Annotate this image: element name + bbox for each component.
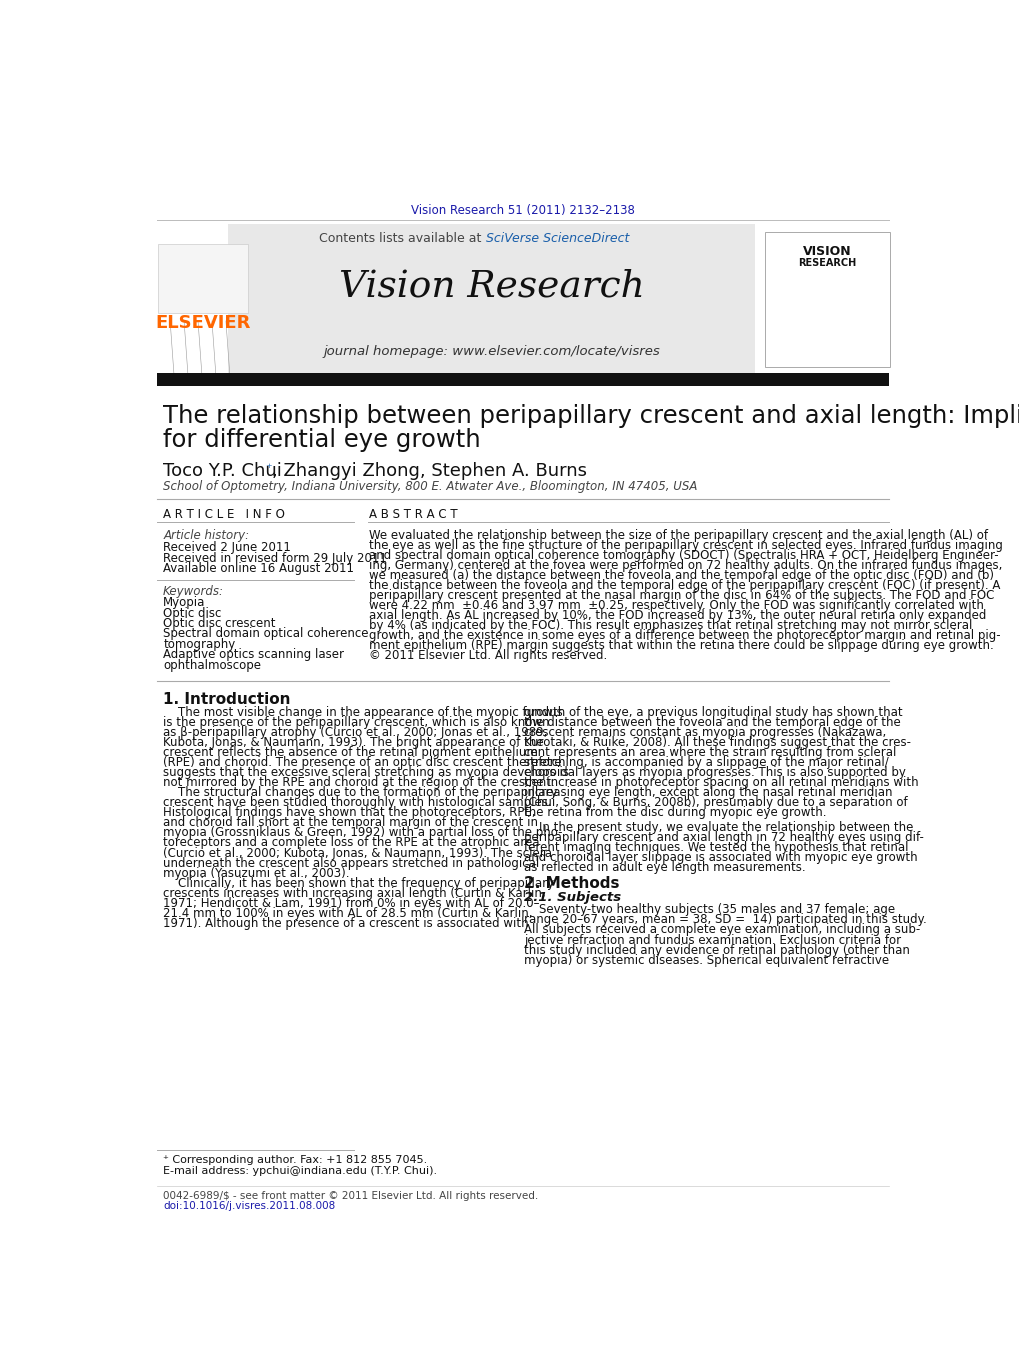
Text: the distance between the foveola and the temporal edge of the peripapillary cres: the distance between the foveola and the… [369,579,1000,593]
Text: Kubota, Jonas, & Naumann, 1993). The bright appearance of the: Kubota, Jonas, & Naumann, 1993). The bri… [163,737,543,749]
Text: myopia (Yasuzumi et al., 2003).: myopia (Yasuzumi et al., 2003). [163,867,350,879]
Text: 21.4 mm to 100% in eyes with AL of 28.5 mm (Curtin & Karlin,: 21.4 mm to 100% in eyes with AL of 28.5 … [163,906,532,920]
Text: 2.1. Subjects: 2.1. Subjects [524,892,621,904]
Text: , Zhangyi Zhong, Stephen A. Burns: , Zhangyi Zhong, Stephen A. Burns [271,462,586,480]
Text: 1. Introduction: 1. Introduction [163,692,290,707]
Bar [157,372,888,386]
Text: toreceptors and a complete loss of the RPE at the atrophic area: toreceptors and a complete loss of the R… [163,837,539,849]
Text: Optic disc crescent: Optic disc crescent [163,617,275,631]
Bar [764,232,890,367]
Text: We evaluated the relationship between the size of the peripapillary crescent and: We evaluated the relationship between th… [369,529,987,542]
Text: (RPE) and choroid. The presence of an optic disc crescent therefore: (RPE) and choroid. The presence of an op… [163,757,561,769]
Text: Keywords:: Keywords: [163,586,224,598]
Text: Kurotaki, & Ruike, 2008). All these findings suggest that the cres-: Kurotaki, & Ruike, 2008). All these find… [524,737,910,749]
Text: the distance between the foveola and the temporal edge of the: the distance between the foveola and the… [524,716,900,730]
Text: Adaptive optics scanning laser: Adaptive optics scanning laser [163,648,343,662]
Text: journal homepage: www.elsevier.com/locate/visres: journal homepage: www.elsevier.com/locat… [323,345,659,359]
Text: crescent have been studied thoroughly with histological samples.: crescent have been studied thoroughly wi… [163,796,551,810]
Text: crescents increases with increasing axial length (Curtin & Karlin,: crescents increases with increasing axia… [163,886,545,900]
Text: (Curcio et al., 2000; Kubota, Jonas, & Naumann, 1993). The sclera: (Curcio et al., 2000; Kubota, Jonas, & N… [163,847,551,859]
Text: (Chui, Song, & Burns, 2008b), presumably due to a separation of: (Chui, Song, & Burns, 2008b), presumably… [524,796,907,810]
Text: axial length. As AL increased by 10%, the FOD increased by 13%, the outer neural: axial length. As AL increased by 10%, th… [369,609,985,622]
Text: School of Optometry, Indiana University, 800 E. Atwater Ave., Bloomington, IN 47: School of Optometry, Indiana University,… [163,480,697,493]
Text: for differential eye growth: for differential eye growth [163,428,480,453]
Text: suggests that the excessive scleral stretching as myopia develops is: suggests that the excessive scleral stre… [163,766,569,780]
Text: Vision Research: Vision Research [338,268,644,304]
Text: jective refraction and fundus examination. Exclusion criteria for: jective refraction and fundus examinatio… [524,934,901,946]
Text: Article history:: Article history: [163,529,249,542]
Text: growth of the eye, a previous longitudinal study has shown that: growth of the eye, a previous longitudin… [524,707,902,719]
Text: we measured (a) the distance between the foveola and the temporal edge of the op: we measured (a) the distance between the… [369,569,994,582]
Text: and spectral domain optical coherence tomography (SDOCT) (Spectralis HRA + OCT, : and spectral domain optical coherence to… [369,549,998,563]
Text: Seventy-two healthy subjects (35 males and 37 female; age: Seventy-two healthy subjects (35 males a… [524,904,895,916]
Text: not mirrored by the RPE and choroid at the region of the crescent.: not mirrored by the RPE and choroid at t… [163,776,554,790]
Text: Toco Y.P. Chui: Toco Y.P. Chui [163,462,281,480]
Text: the eye as well as the fine structure of the peripapillary crescent in selected : the eye as well as the fine structure of… [369,540,1003,552]
Text: E-mail address: ypchui@indiana.edu (T.Y.P. Chui).: E-mail address: ypchui@indiana.edu (T.Y.… [163,1166,437,1176]
Text: Contents lists available at: Contents lists available at [319,232,485,245]
Text: peripapillary crescent and axial length in 72 healthy eyes using dif-: peripapillary crescent and axial length … [524,832,923,844]
Text: Vision Research 51 (2011) 2132–2138: Vision Research 51 (2011) 2132–2138 [411,204,634,217]
Text: 1971; Hendicott & Lam, 1991) from 0% in eyes with AL of 20.0–: 1971; Hendicott & Lam, 1991) from 0% in … [163,897,539,909]
Text: myopia) or systemic diseases. Spherical equivalent refractive: myopia) or systemic diseases. Spherical … [524,954,889,966]
Text: The relationship between peripapillary crescent and axial length: Implications: The relationship between peripapillary c… [163,404,1019,428]
Text: the retina from the disc during myopic eye growth.: the retina from the disc during myopic e… [524,806,826,819]
Text: peripapillary crescent presented at the nasal margin of the disc in 64% of the s: peripapillary crescent presented at the … [369,590,994,602]
Text: Clinically, it has been shown that the frequency of peripapillary: Clinically, it has been shown that the f… [163,877,553,890]
Text: The most visible change in the appearance of the myopic fundus: The most visible change in the appearanc… [163,707,562,719]
Text: A B S T R A C T: A B S T R A C T [369,508,458,520]
Text: RESEARCH: RESEARCH [798,258,856,268]
Text: is the presence of the peripapillary crescent, which is also known: is the presence of the peripapillary cre… [163,716,549,730]
Text: cent represents an area where the strain resulting from scleral: cent represents an area where the strain… [524,746,896,760]
Text: choroidal layers as myopia progresses. This is also supported by: choroidal layers as myopia progresses. T… [524,766,905,780]
Text: ferent imaging techniques. We tested the hypothesis that retinal: ferent imaging techniques. We tested the… [524,841,908,853]
Text: All subjects received a complete eye examination, including a sub-: All subjects received a complete eye exa… [524,924,920,936]
Text: In the present study, we evaluate the relationship between the: In the present study, we evaluate the re… [524,821,913,834]
Text: doi:10.1016/j.visres.2011.08.008: doi:10.1016/j.visres.2011.08.008 [163,1200,335,1211]
Text: increasing eye length, except along the nasal retinal meridian: increasing eye length, except along the … [524,787,892,799]
Text: as reflected in adult eye length measurements.: as reflected in adult eye length measure… [524,862,805,874]
Text: Available online 16 August 2011: Available online 16 August 2011 [163,563,354,575]
Text: Optic disc: Optic disc [163,606,221,620]
Text: © 2011 Elsevier Ltd. All rights reserved.: © 2011 Elsevier Ltd. All rights reserved… [369,650,607,662]
Text: Spectral domain optical coherence: Spectral domain optical coherence [163,628,368,640]
Text: Histological findings have shown that the photoreceptors, RPE,: Histological findings have shown that th… [163,806,535,819]
Text: the increase in photoreceptor spacing on all retinal meridians with: the increase in photoreceptor spacing on… [524,776,918,790]
Text: growth, and the existence in some eyes of a difference between the photoreceptor: growth, and the existence in some eyes o… [369,629,1000,643]
Text: SciVerse ScienceDirect: SciVerse ScienceDirect [486,232,629,245]
Text: were 4.22 mm  ±0.46 and 3.97 mm  ±0.25, respectively. Only the FOD was significa: were 4.22 mm ±0.46 and 3.97 mm ±0.25, re… [369,599,983,613]
Text: as β-peripapillary atrophy (Curcio et al., 2000; Jonas et al., 1989;: as β-peripapillary atrophy (Curcio et al… [163,726,547,739]
Text: 2. Methods: 2. Methods [524,877,620,892]
Text: underneath the crescent also appears stretched in pathological: underneath the crescent also appears str… [163,856,539,870]
Text: VISION: VISION [802,245,851,258]
Text: myopia (Grossniklaus & Green, 1992) with a partial loss of the pho-: myopia (Grossniklaus & Green, 1992) with… [163,826,562,840]
Text: Received 2 June 2011: Received 2 June 2011 [163,541,290,554]
Text: ⁺ Corresponding author. Fax: +1 812 855 7045.: ⁺ Corresponding author. Fax: +1 812 855 … [163,1155,427,1165]
Text: crescent remains constant as myopia progresses (Nakazawa,: crescent remains constant as myopia prog… [524,726,886,739]
Text: ing, Germany) centered at the fovea were performed on 72 healthy adults. On the : ing, Germany) centered at the fovea were… [369,560,1002,572]
Text: ⁺: ⁺ [265,462,272,476]
Text: ophthalmoscope: ophthalmoscope [163,659,261,671]
Text: 1971). Although the presence of a crescent is associated with: 1971). Although the presence of a cresce… [163,916,528,930]
Text: stretching, is accompanied by a slippage of the major retinal/: stretching, is accompanied by a slippage… [524,757,889,769]
Text: A R T I C L E   I N F O: A R T I C L E I N F O [163,508,284,520]
Text: and choroidal layer slippage is associated with myopic eye growth: and choroidal layer slippage is associat… [524,851,917,864]
Text: this study included any evidence of retinal pathology (other than: this study included any evidence of reti… [524,943,909,957]
Text: tomography: tomography [163,637,235,651]
Text: ELSEVIER: ELSEVIER [155,314,250,332]
Text: crescent reflects the absence of the retinal pigment epithelium: crescent reflects the absence of the ret… [163,746,537,760]
Text: range 20–67 years, mean = 38, SD =  14) participated in this study.: range 20–67 years, mean = 38, SD = 14) p… [524,913,926,927]
Text: and choroid fall short at the temporal margin of the crescent in: and choroid fall short at the temporal m… [163,817,538,829]
Bar [158,243,248,313]
Text: Received in revised form 29 July 2011: Received in revised form 29 July 2011 [163,552,386,564]
Text: 0042-6989/$ - see front matter © 2011 Elsevier Ltd. All rights reserved.: 0042-6989/$ - see front matter © 2011 El… [163,1190,538,1200]
Text: by 4% (as indicated by the FOC). This result emphasizes that retinal stretching : by 4% (as indicated by the FOC). This re… [369,620,972,632]
Text: Myopia: Myopia [163,597,205,609]
Bar [228,224,754,372]
Text: ment epithelium (RPE) margin suggests that within the retina there could be slip: ment epithelium (RPE) margin suggests th… [369,639,994,652]
Text: The structural changes due to the formation of the peripapillary: The structural changes due to the format… [163,787,557,799]
